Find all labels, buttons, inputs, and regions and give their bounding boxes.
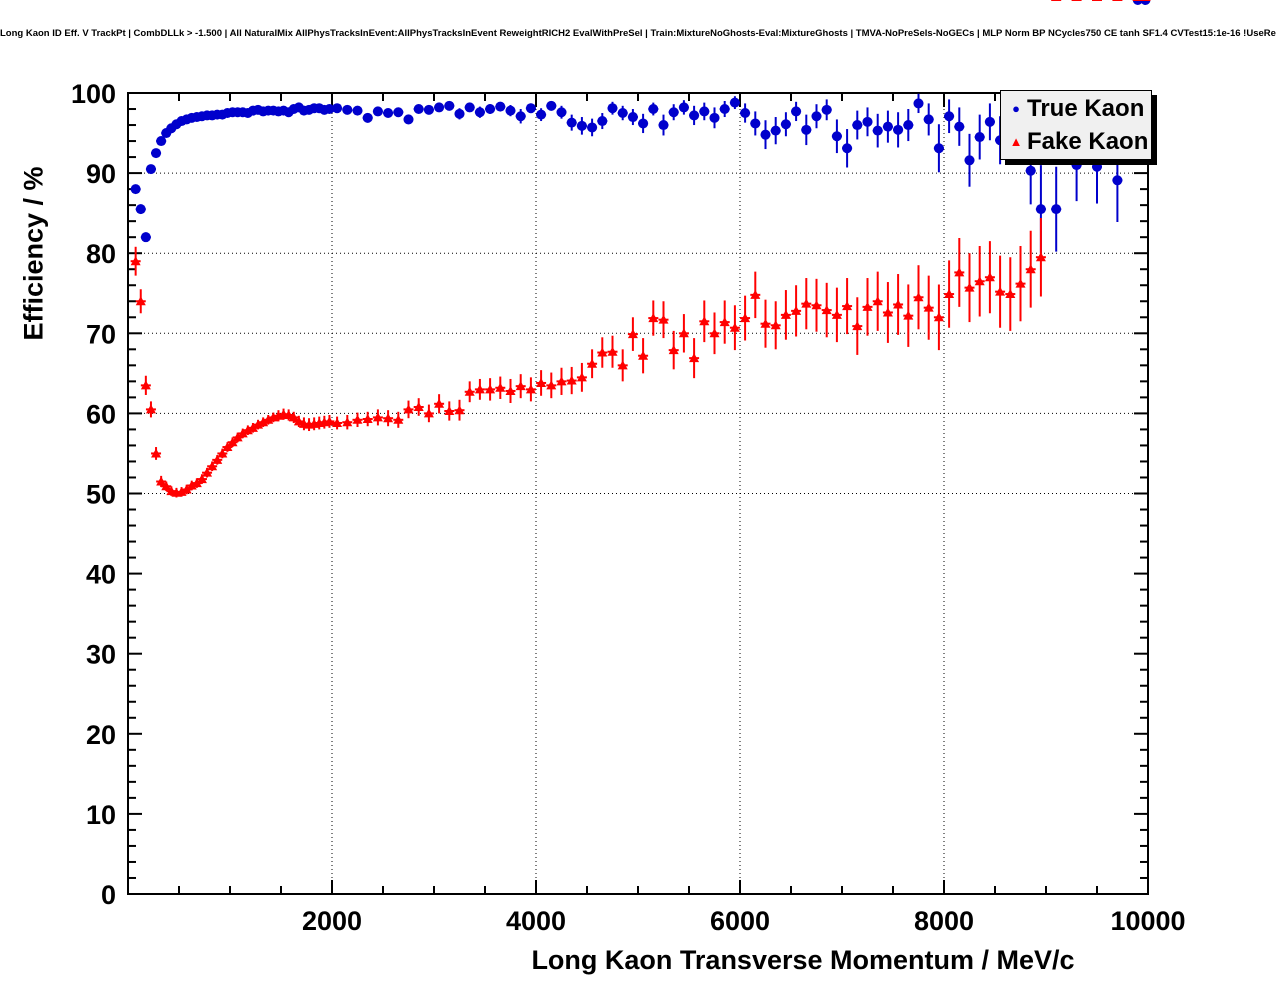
axis-tick-labels: 0 10 20 30 40 50 60 70 80 90 100 2000 4000 6000 8000 10… xyxy=(71,79,1186,936)
x-axis-title: Long Kaon Transverse Momentum / MeV/c xyxy=(531,945,1075,975)
svg-text:70: 70 xyxy=(86,319,116,349)
legend-circle-icon: ● xyxy=(1012,101,1020,116)
series-fake-kaon xyxy=(130,0,1151,498)
plot-title: Long Kaon ID Eff. V TrackPt | CombDLLk >… xyxy=(0,28,1276,39)
legend[interactable]: ● True Kaon ▲ Fake Kaon xyxy=(1000,90,1152,160)
svg-text:50: 50 xyxy=(86,480,116,510)
svg-text:60: 60 xyxy=(86,399,116,429)
series-true-kaon xyxy=(130,0,1151,254)
legend-entry-true-kaon[interactable]: ● True Kaon xyxy=(1005,92,1144,125)
svg-text:2000: 2000 xyxy=(302,906,362,936)
svg-text:10000: 10000 xyxy=(1110,906,1185,936)
svg-text:20: 20 xyxy=(86,720,116,750)
svg-text:40: 40 xyxy=(86,560,116,590)
svg-text:80: 80 xyxy=(86,239,116,269)
axis-frame xyxy=(127,92,1149,895)
svg-text:6000: 6000 xyxy=(710,906,770,936)
grid-lines xyxy=(128,93,1148,894)
svg-text:10: 10 xyxy=(86,800,116,830)
svg-text:0: 0 xyxy=(101,880,116,910)
svg-text:100: 100 xyxy=(71,79,116,109)
data-series xyxy=(130,0,1151,498)
legend-label: Fake Kaon xyxy=(1027,127,1149,155)
svg-text:90: 90 xyxy=(86,159,116,189)
legend-label: True Kaon xyxy=(1027,94,1145,122)
svg-text:4000: 4000 xyxy=(506,906,566,936)
legend-triangle-icon: ▲ xyxy=(1009,134,1023,149)
svg-text:30: 30 xyxy=(86,640,116,670)
legend-entry-fake-kaon[interactable]: ▲ Fake Kaon xyxy=(1005,125,1149,158)
svg-text:8000: 8000 xyxy=(914,906,974,936)
